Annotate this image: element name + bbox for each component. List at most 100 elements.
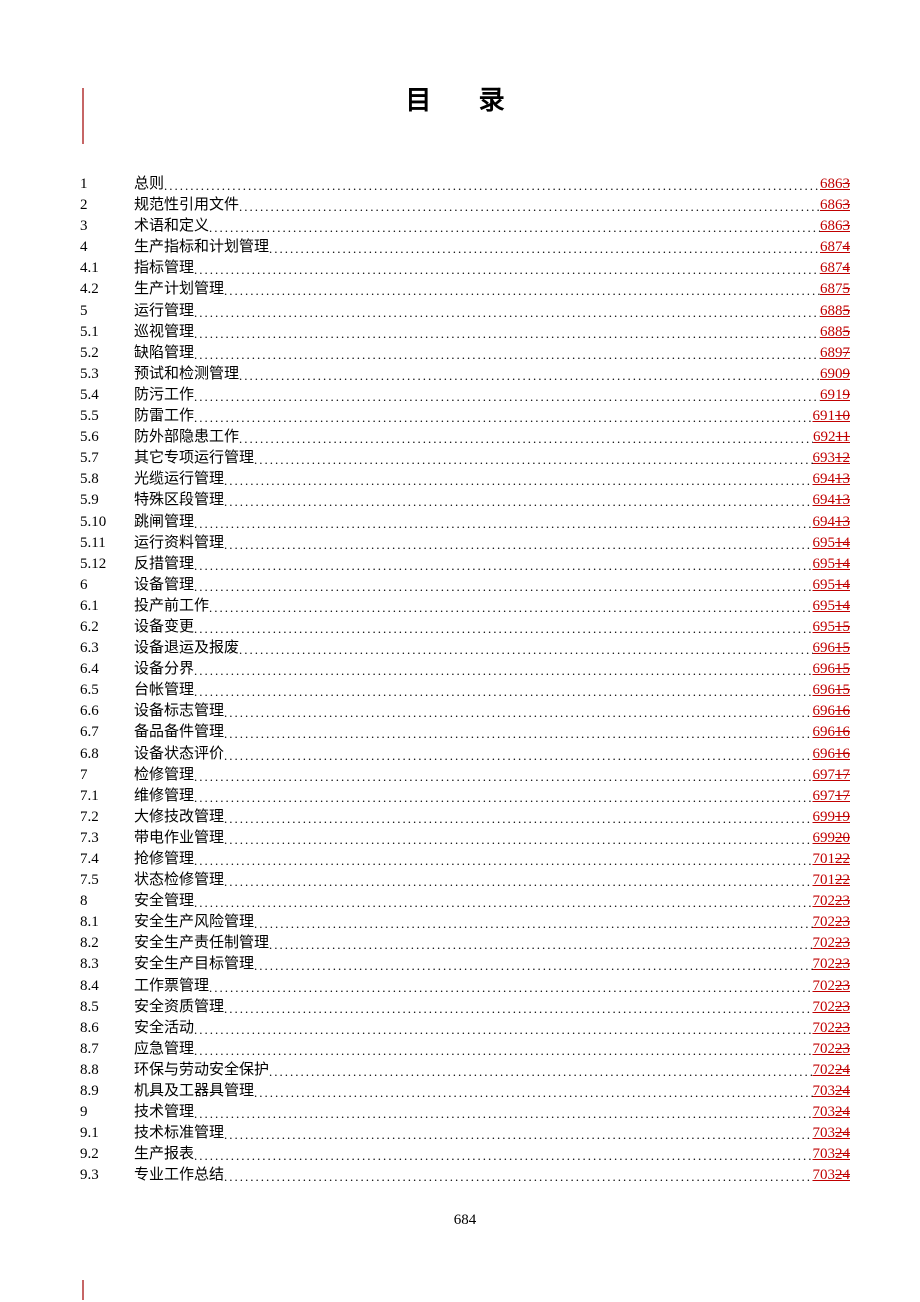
toc-section-number: 5.7 — [80, 448, 134, 469]
toc-page-link[interactable]: 699 — [813, 807, 836, 828]
toc-label: 投产前工作 — [134, 596, 209, 617]
toc-row: 8.6安全活动70223 — [80, 1017, 850, 1038]
toc-label: 安全生产责任制管理 — [134, 933, 269, 954]
toc-row: 5.5防雷工作69110 — [80, 405, 850, 426]
toc-section-number: 6.1 — [80, 596, 134, 617]
toc-page-link[interactable]: 696 — [813, 680, 836, 701]
toc-label: 大修技改管理 — [134, 807, 224, 828]
toc-leader-dots — [269, 934, 812, 956]
toc-page-old: 24 — [835, 1123, 850, 1144]
toc-section-number: 5.10 — [80, 512, 134, 533]
toc-page-link[interactable]: 702 — [813, 933, 836, 954]
toc-page-link[interactable]: 695 — [813, 617, 836, 638]
toc-page-link[interactable]: 703 — [813, 1102, 836, 1123]
toc-page-link[interactable]: 694 — [813, 469, 836, 490]
toc-page-old: 24 — [835, 1165, 850, 1186]
toc-page-link[interactable]: 701 — [813, 849, 836, 870]
toc-leader-dots — [224, 470, 812, 492]
toc-leader-dots — [194, 660, 812, 682]
toc-page-link[interactable]: 696 — [813, 701, 836, 722]
toc-leader-dots — [224, 491, 812, 513]
toc-row: 5.1巡视管理6885 — [80, 321, 850, 342]
toc-section-number: 8.6 — [80, 1018, 134, 1039]
toc-page-old: 7 — [843, 343, 851, 364]
toc-page-old: 13 — [835, 512, 850, 533]
toc-page-link[interactable]: 690 — [820, 364, 843, 385]
toc-leader-dots — [254, 1082, 812, 1104]
toc-row: 5.9特殊区段管理69413 — [80, 489, 850, 510]
toc-label: 备品备件管理 — [134, 722, 224, 743]
toc-page-link[interactable]: 686 — [820, 216, 843, 237]
toc-page-link[interactable]: 702 — [813, 997, 836, 1018]
toc-page-link[interactable]: 702 — [813, 891, 836, 912]
toc-row: 7.2大修技改管理69919 — [80, 806, 850, 827]
toc-page-link[interactable]: 696 — [813, 744, 836, 765]
toc-leader-dots — [194, 1040, 812, 1062]
toc-page-link[interactable]: 703 — [813, 1123, 836, 1144]
toc-page-old: 14 — [835, 533, 850, 554]
toc-label: 设备退运及报废 — [134, 638, 239, 659]
toc-label: 生产计划管理 — [134, 279, 224, 300]
toc-page-link[interactable]: 702 — [813, 954, 836, 975]
toc-page-link[interactable]: 702 — [813, 1039, 836, 1060]
toc-page-link[interactable]: 691 — [813, 406, 836, 427]
toc-page-old: 22 — [835, 870, 850, 891]
toc-label: 光缆运行管理 — [134, 469, 224, 490]
toc-section-number: 3 — [80, 216, 134, 237]
toc-label: 运行资料管理 — [134, 533, 224, 554]
toc-page-link[interactable]: 687 — [820, 258, 843, 279]
toc-page-link[interactable]: 695 — [813, 554, 836, 575]
toc-page-link[interactable]: 689 — [820, 343, 843, 364]
toc-page-old: 22 — [835, 849, 850, 870]
toc-page-link[interactable]: 702 — [813, 1018, 836, 1039]
toc-page-link[interactable]: 695 — [813, 575, 836, 596]
toc-row: 4.2生产计划管理6875 — [80, 278, 850, 299]
toc-page-link[interactable]: 703 — [813, 1165, 836, 1186]
toc-page-link[interactable]: 703 — [813, 1081, 836, 1102]
toc-leader-dots — [224, 829, 812, 851]
toc-page-link[interactable]: 696 — [813, 722, 836, 743]
toc-page-old: 23 — [835, 891, 850, 912]
toc-page-link[interactable]: 701 — [813, 870, 836, 891]
toc-label: 设备标志管理 — [134, 701, 224, 722]
toc-section-number: 5.12 — [80, 554, 134, 575]
toc-page-link[interactable]: 695 — [813, 533, 836, 554]
toc-label: 带电作业管理 — [134, 828, 224, 849]
toc-page-link[interactable]: 694 — [813, 512, 836, 533]
toc-page-link[interactable]: 692 — [813, 427, 836, 448]
toc-page-link[interactable]: 695 — [813, 596, 836, 617]
toc-page-link[interactable]: 702 — [813, 976, 836, 997]
toc-page-link[interactable]: 702 — [813, 1060, 836, 1081]
toc-page-link[interactable]: 699 — [813, 828, 836, 849]
toc-section-number: 8.7 — [80, 1039, 134, 1060]
toc-label: 设备变更 — [134, 617, 194, 638]
toc-leader-dots — [209, 217, 820, 239]
toc-page-old: 24 — [835, 1081, 850, 1102]
toc-label: 设备管理 — [134, 575, 194, 596]
toc-leader-dots — [194, 1145, 812, 1167]
toc-page-link[interactable]: 688 — [820, 322, 843, 343]
toc-page-link[interactable]: 686 — [820, 174, 843, 195]
toc-row: 5.11运行资料管理69514 — [80, 532, 850, 553]
toc-page-link[interactable]: 697 — [813, 765, 836, 786]
toc-page-link[interactable]: 691 — [820, 385, 843, 406]
toc-page-link[interactable]: 702 — [813, 912, 836, 933]
toc-section-number: 8.4 — [80, 976, 134, 997]
toc-page-link[interactable]: 693 — [813, 448, 836, 469]
toc-label: 防雷工作 — [134, 406, 194, 427]
toc-page-link[interactable]: 694 — [813, 490, 836, 511]
toc-row: 4.1指标管理6874 — [80, 257, 850, 278]
toc-page-link[interactable]: 687 — [820, 279, 843, 300]
toc-page-link[interactable]: 697 — [813, 786, 836, 807]
toc-page-link[interactable]: 703 — [813, 1144, 836, 1165]
toc-page-link[interactable]: 688 — [820, 301, 843, 322]
toc-section-number: 5.1 — [80, 322, 134, 343]
toc-leader-dots — [194, 766, 812, 788]
toc-page-link[interactable]: 696 — [813, 659, 836, 680]
toc-page-link[interactable]: 687 — [820, 237, 843, 258]
toc-page-link[interactable]: 686 — [820, 195, 843, 216]
toc-label: 指标管理 — [134, 258, 194, 279]
toc-page-link[interactable]: 696 — [813, 638, 836, 659]
toc-page-old: 4 — [843, 258, 851, 279]
toc-leader-dots — [194, 323, 820, 345]
